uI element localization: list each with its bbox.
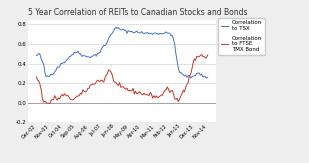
Legend: Correlation
to TSX, Correlation
to FTSE
TMX Bond: Correlation to TSX, Correlation to FTSE … <box>218 17 265 55</box>
Correlation
to FTSE
TMX Bond <box>200 54 203 56</box>
Correlation
to FTSE
TMX Bond <box>206 54 210 56</box>
Correlation
to FTSE
TMX Bond <box>36 79 40 81</box>
Correlation
to FTSE
TMX Bond <box>181 89 185 91</box>
Line: Correlation
to TSX: Correlation to TSX <box>36 27 208 78</box>
Correlation
to FTSE
TMX Bond <box>35 76 38 78</box>
Correlation
to TSX <box>114 26 118 28</box>
Correlation
to FTSE
TMX Bond <box>92 83 96 85</box>
Correlation
to FTSE
TMX Bond <box>199 54 202 56</box>
Correlation
to TSX <box>91 55 95 57</box>
Text: 5 Year Correlation of REITs to Canadian Stocks and Bonds: 5 Year Correlation of REITs to Canadian … <box>28 8 247 17</box>
Correlation
to TSX <box>206 76 210 78</box>
Line: Correlation
to FTSE
TMX Bond: Correlation to FTSE TMX Bond <box>36 55 208 104</box>
Correlation
to FTSE
TMX Bond <box>48 103 52 104</box>
Correlation
to TSX <box>199 74 202 76</box>
Correlation
to TSX <box>36 54 40 56</box>
Correlation
to TSX <box>44 76 48 78</box>
Correlation
to TSX <box>185 76 189 78</box>
Correlation
to FTSE
TMX Bond <box>185 83 189 85</box>
Correlation
to FTSE
TMX Bond <box>44 101 48 103</box>
Correlation
to TSX <box>35 54 38 56</box>
Correlation
to TSX <box>205 77 208 79</box>
Correlation
to TSX <box>181 74 185 76</box>
